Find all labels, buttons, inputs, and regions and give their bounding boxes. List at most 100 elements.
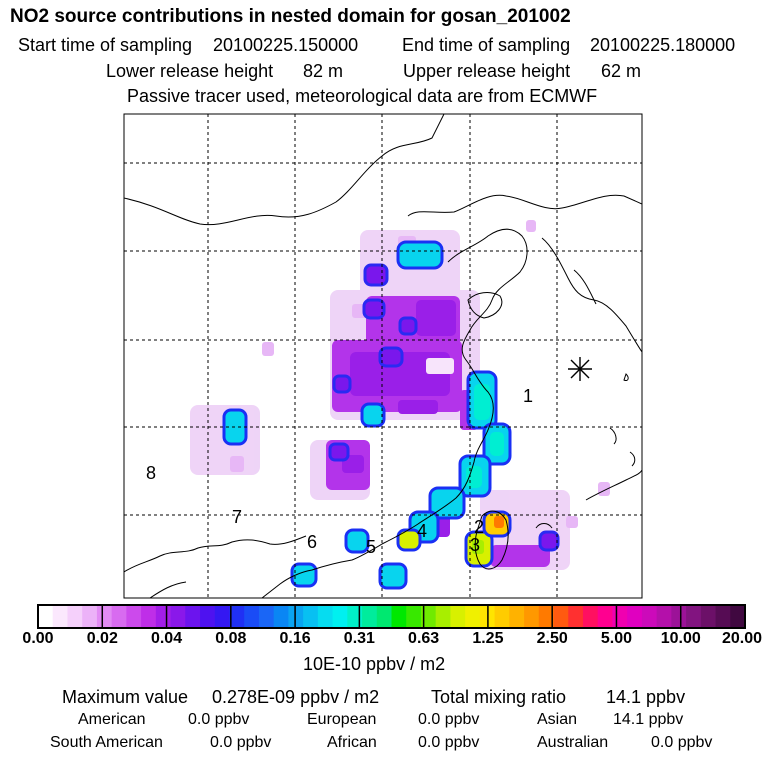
colorbar-cell [332, 605, 348, 628]
colorbar-tick-label: 20.00 [721, 630, 763, 647]
colorbar-cell [627, 605, 643, 628]
graticule [124, 114, 642, 598]
colorbar-cell [686, 605, 702, 628]
colorbar-cell [303, 605, 319, 628]
lower-height-value: 82 m [303, 61, 344, 81]
end-time-value: 20100225.180000 [590, 35, 736, 55]
region-label-1: 1 [523, 386, 533, 406]
concentration-field [124, 114, 642, 598]
region-value: 0.0 ppbv [188, 711, 250, 728]
region-value: 0.0 ppbv [651, 734, 713, 751]
region-name: African [327, 734, 377, 751]
colorbar-cell [288, 605, 304, 628]
region-name: European [307, 711, 377, 728]
colorbar-tick-label: 5.00 [600, 630, 633, 647]
colorbar-units: 10E-10 ppbv / m2 [303, 654, 446, 674]
colorbar-cell [612, 605, 628, 628]
colorbar-cell [52, 605, 68, 628]
colorbar-cell [494, 605, 510, 628]
region-label-3: 3 [470, 535, 480, 555]
lower-height-label: Lower release height [106, 61, 274, 81]
colorbar-tick-label: 0.63 [408, 630, 440, 647]
colorbar-cell [244, 605, 260, 628]
region-label-6: 6 [307, 532, 317, 552]
total-mixing-value: 14.1 ppbv [606, 687, 686, 707]
colorbar-cell [406, 605, 422, 628]
colorbar-tick-label: 10.00 [660, 630, 701, 647]
colorbar-cell [641, 605, 658, 628]
colorbar-cell [656, 605, 672, 628]
colorbar-cell [273, 605, 289, 628]
colorbar-tick-label: 0.08 [215, 630, 247, 647]
region-value: 0.0 ppbv [418, 734, 480, 751]
region-name: Australian [537, 734, 609, 751]
colorbar-cell [376, 605, 392, 628]
colorbar-cell [200, 605, 216, 628]
colorbar-cell [700, 605, 716, 628]
region-value: 0.0 ppbv [418, 711, 480, 728]
colorbar-tick-label: 2.50 [536, 630, 568, 647]
colorbar-cell [538, 605, 554, 628]
colorbar-cell [465, 605, 481, 628]
region-label-4: 4 [417, 521, 427, 541]
colorbar-cell [582, 605, 599, 628]
colorbar-cell [730, 605, 746, 628]
coastlines [124, 114, 642, 598]
colorbar-tick-label: 1.25 [472, 630, 504, 647]
colorbar-cell [715, 605, 731, 628]
colorbar-tick-label: 0.00 [22, 630, 54, 647]
colorbar-tick-label: 0.02 [86, 630, 118, 647]
colorbar-tick-label: 0.16 [279, 630, 311, 647]
colorbar-cell [347, 605, 363, 628]
region-value: 14.1 ppbv [613, 711, 684, 728]
region-label-8: 8 [146, 463, 156, 483]
colorbar-cell [82, 605, 98, 628]
region-name: Asian [537, 711, 578, 728]
colorbar-cell [38, 605, 54, 628]
max-value: 0.278E-09 ppbv / m2 [212, 687, 380, 707]
end-time-label: End time of sampling [402, 35, 571, 55]
colorbar-cell [111, 605, 127, 628]
colorbar-cell [155, 605, 171, 628]
colorbar-cell [214, 605, 230, 628]
upper-height-value: 62 m [601, 61, 642, 81]
colorbar-cell [671, 605, 687, 628]
map-frame [123, 113, 643, 599]
colorbar-cell [229, 605, 245, 628]
colorbar-cell [391, 605, 407, 628]
region-label-5: 5 [366, 537, 376, 557]
colorbar-cell [509, 605, 525, 628]
region-name: American [78, 711, 146, 728]
colorbar-cell [258, 605, 275, 628]
colorbar-cell [553, 605, 569, 628]
colorbar-tick-label: 0.04 [150, 630, 183, 647]
colorbar-cell [362, 605, 378, 628]
colorbar-cell [126, 605, 142, 628]
colorbar-cell [435, 605, 451, 628]
region-value: 0.0 ppbv [210, 734, 272, 751]
total-mixing-label: Total mixing ratio [431, 687, 567, 707]
start-time-label: Start time of sampling [18, 35, 193, 55]
receptor-star-icon [568, 357, 592, 381]
colorbar-cell [450, 605, 466, 628]
colorbar-cell [67, 605, 83, 628]
region-label-2: 2 [474, 517, 484, 537]
colorbar-cell [170, 605, 186, 628]
max-value-label: Maximum value [62, 687, 189, 707]
colorbar-cell [524, 605, 540, 628]
chart-title: NO2 source contributions in nested domai… [10, 6, 571, 27]
start-time-value: 20100225.150000 [213, 35, 359, 55]
colorbar-cell [96, 605, 113, 628]
colorbar-cell [420, 605, 437, 628]
colorbar-cell [568, 605, 584, 628]
upper-height-label: Upper release height [403, 61, 571, 81]
region-name: South American [50, 734, 163, 751]
colorbar-tick-label: 0.31 [343, 630, 375, 647]
region-label-7: 7 [232, 507, 242, 527]
colorbar-cell [185, 605, 201, 628]
colorbar-cell [141, 605, 157, 628]
tracer-note: Passive tracer used, meteorological data… [127, 86, 598, 106]
colorbar-cell [597, 605, 613, 628]
